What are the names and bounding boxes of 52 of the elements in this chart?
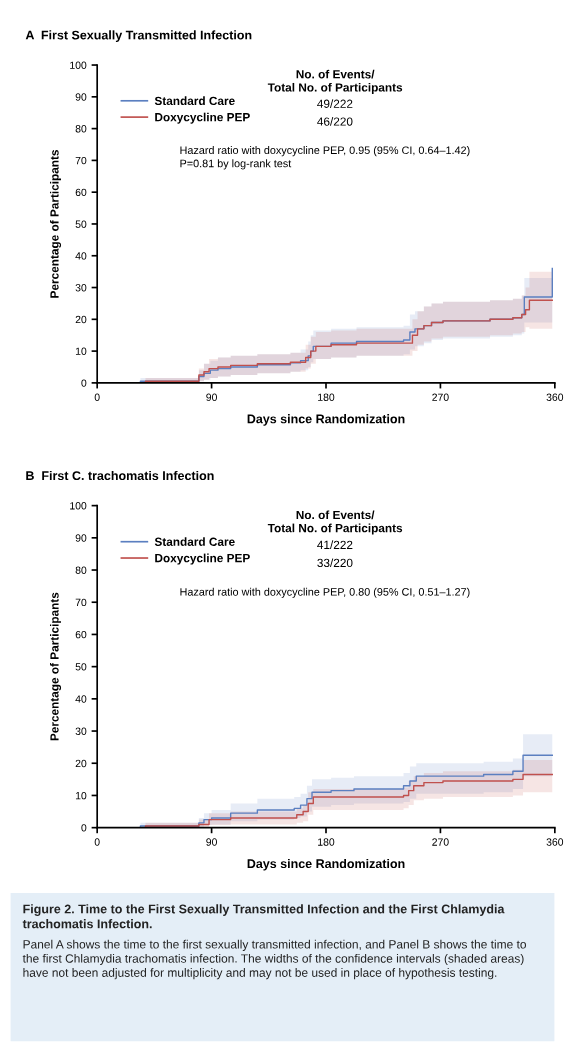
x-tick-label: 180 <box>318 838 335 846</box>
y-axis-title: Percentage of Participants <box>50 149 62 298</box>
legend-label: Doxycycline PEP <box>155 553 250 565</box>
y-tick-label: 100 <box>70 61 87 69</box>
x-axis-title: Days since Randomization <box>247 858 405 871</box>
y-tick-label: 30 <box>75 284 87 292</box>
x-tick-label: 180 <box>318 393 335 401</box>
x-tick-label: 0 <box>94 838 100 846</box>
y-tick-label: 90 <box>75 93 87 101</box>
y-tick-label: 0 <box>81 824 87 832</box>
chart-title: A First Sexually Transmitted Infection <box>25 30 252 42</box>
annotation: 33/220 <box>317 558 353 568</box>
y-tick-label: 40 <box>75 695 87 703</box>
y-tick-label: 100 <box>70 502 87 510</box>
y-tick-label: 50 <box>75 663 87 671</box>
annotation: Hazard ratio with doxycycline PEP, 0.80 (95% CI, 0.51–1.27) <box>180 587 470 598</box>
y-tick-label: 40 <box>75 252 87 260</box>
legend-label: Standard Care <box>154 96 235 106</box>
legend-label: Doxycycline PEP <box>155 112 250 124</box>
y-tick-label: 10 <box>75 791 87 800</box>
text: Panel A shows the time to the first sexually transmitted infection, and Panel B shows the time to the first Chlamydia trachomatis infection. The widths of the confidence intervals (shaded areas) have not been adjusted for multiplicity and may not be used in place of hypothesis testing. <box>22 939 527 980</box>
y-tick-label: 50 <box>75 220 87 228</box>
x-axis-title: Days since Randomization <box>247 414 405 426</box>
y-tick-label: 10 <box>75 347 87 355</box>
y-tick-label: 0 <box>81 379 87 387</box>
legend-label: Standard Care <box>154 537 235 546</box>
x-tick-label: 360 <box>546 838 564 846</box>
annotation: 46/220 <box>317 117 353 126</box>
y-tick-label: 70 <box>75 156 87 165</box>
legend-title: No. of Events/ Total No. of Participants <box>267 69 403 94</box>
y-tick-label: 70 <box>75 598 87 607</box>
legend-title: No. of Events/ Total No. of Participants <box>267 510 403 535</box>
x-tick-label: 360 <box>546 393 564 401</box>
annotation: Hazard ratio with doxycycline PEP, 0.95 (95% CI, 0.64–1.42) P=0.81 by log-rank test <box>180 146 470 170</box>
x-tick-label: 0 <box>94 393 100 401</box>
x-tick-label: 90 <box>206 838 217 846</box>
y-axis-title: Percentage of Participants <box>50 592 62 741</box>
x-tick-label: 270 <box>432 393 449 401</box>
y-tick-label: 80 <box>75 566 87 574</box>
y-tick-label: 90 <box>75 534 87 542</box>
annotation: 41/222 <box>317 540 353 550</box>
x-tick-label: 90 <box>206 393 217 401</box>
caption: Figure 2. Time to the First Sexually Transmitted Infection and the First Chlamydia trachomatis Infection. <box>22 904 505 929</box>
x-tick-label: 270 <box>432 838 449 846</box>
annotation: 49/222 <box>317 99 353 108</box>
y-tick-label: 80 <box>75 125 87 133</box>
chart-title: B First C. trachomatis Infection <box>26 470 214 481</box>
y-tick-label: 20 <box>75 315 87 324</box>
y-tick-label: 60 <box>75 630 87 639</box>
y-tick-label: 20 <box>75 759 87 768</box>
y-tick-label: 30 <box>75 727 87 735</box>
y-tick-label: 60 <box>75 188 87 197</box>
